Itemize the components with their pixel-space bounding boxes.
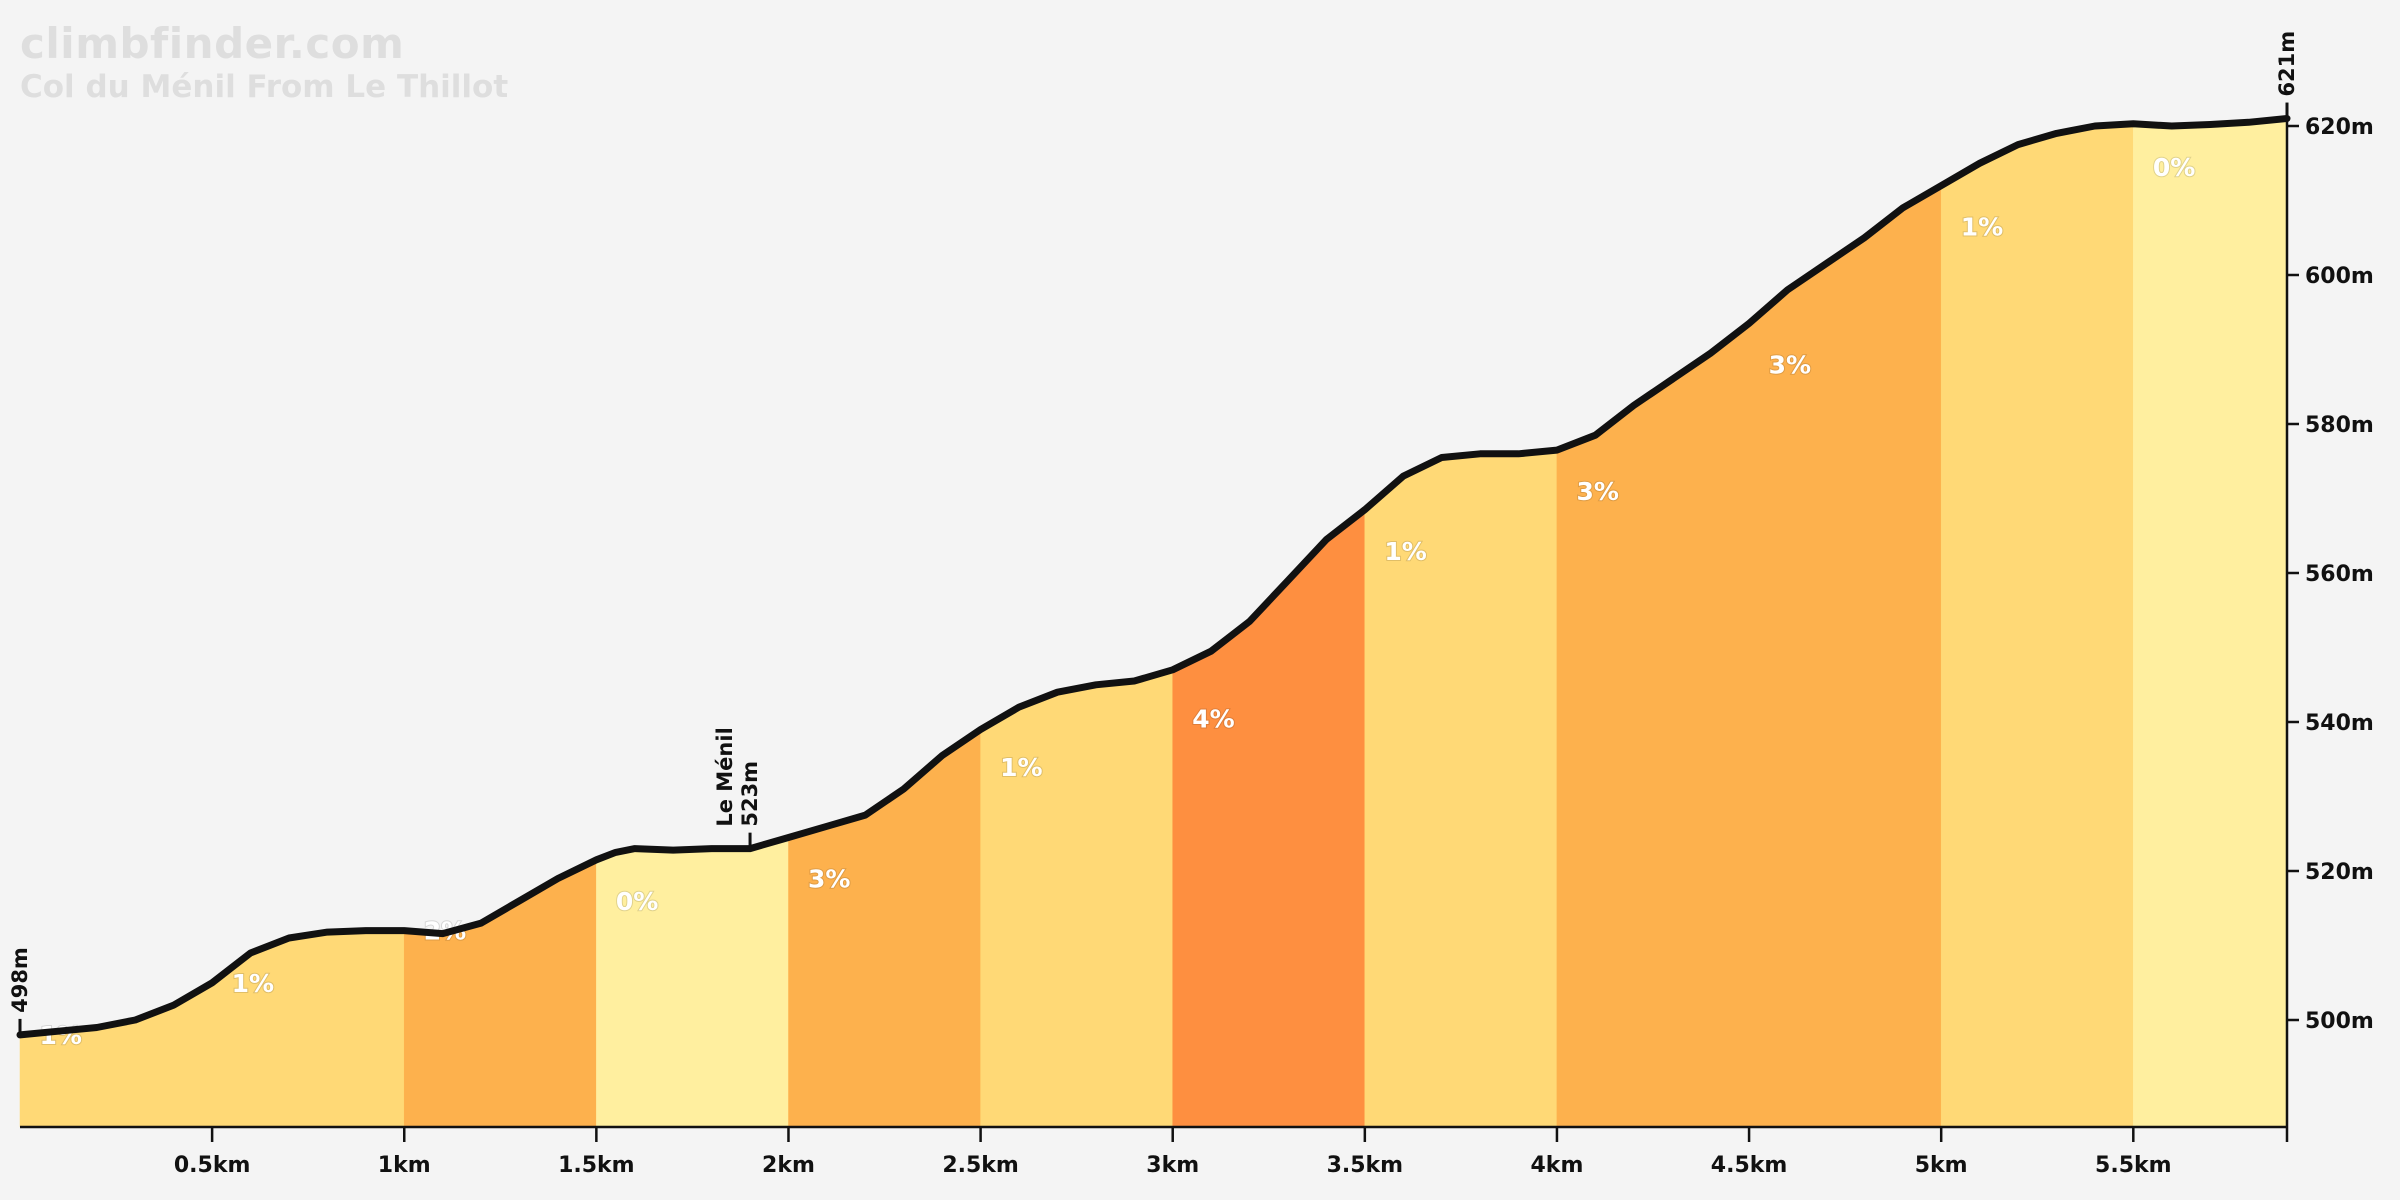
annotation-label: 621m bbox=[2275, 31, 2299, 97]
grade-label-12: 0% bbox=[2153, 153, 2195, 182]
y-tick-label: 580m bbox=[2305, 413, 2374, 438]
grade-label-8: 1% bbox=[1384, 537, 1426, 566]
y-tick-label: 560m bbox=[2305, 562, 2374, 587]
y-tick-label: 520m bbox=[2305, 860, 2374, 885]
x-tick-label: 3.5km bbox=[1327, 1153, 1404, 1178]
grade-segment-9 bbox=[1940, 123, 2134, 1128]
x-tick-label: 5.5km bbox=[2095, 1153, 2172, 1178]
x-tick-label: 0.5km bbox=[174, 1153, 251, 1178]
x-tick-label: 5km bbox=[1915, 1153, 1968, 1178]
x-tick-label: 1km bbox=[378, 1153, 431, 1178]
axes: 0.5km 1km 1.5km 2km 2.5km 3km 3.5km 4km 4.5km 5km… bbox=[20, 115, 2374, 1178]
grade-label-1: 1% bbox=[40, 1021, 82, 1050]
grade-segment-3 bbox=[596, 837, 789, 1128]
site-name: climbfinder.com bbox=[20, 19, 405, 68]
y-tick-label: 540m bbox=[2305, 711, 2374, 736]
annotation-label: Le Ménil bbox=[713, 727, 737, 826]
grade-label-10: 3% bbox=[1769, 351, 1811, 380]
grade-label-7: 4% bbox=[1192, 704, 1234, 733]
grade-segment-10 bbox=[2133, 118, 2288, 1128]
y-tick-label: 500m bbox=[2305, 1009, 2374, 1034]
climb-name: Col du Ménil From Le Thillot bbox=[20, 69, 509, 105]
grade-label-2: 1% bbox=[232, 969, 274, 998]
grade-label-6: 1% bbox=[1000, 753, 1042, 782]
x-tick-label: 2km bbox=[762, 1153, 815, 1178]
grade-segment-5 bbox=[980, 669, 1173, 1128]
grade-labels: 1%1%2%0%3%1%4%1%3%3%1%0% bbox=[39, 152, 2197, 1051]
grade-segment-4 bbox=[788, 729, 981, 1128]
y-tick-label: 620m bbox=[2305, 115, 2374, 140]
brand-header: climbfinder.com Col du Ménil From Le Thi… bbox=[20, 20, 508, 106]
x-tick-label: 1.5km bbox=[558, 1153, 635, 1178]
x-tick-label: 2.5km bbox=[942, 1153, 1019, 1178]
grade-label-9: 3% bbox=[1576, 477, 1618, 506]
y-tick-label: 600m bbox=[2305, 264, 2374, 289]
grade-label-4: 0% bbox=[616, 887, 658, 916]
profile-line-group bbox=[16, 115, 2291, 1039]
grade-segments bbox=[19, 118, 2288, 1128]
x-tick-label: 4.5km bbox=[1711, 1153, 1788, 1178]
annotation-label: 498m bbox=[8, 947, 32, 1013]
point-annotations: 498m Le Ménil 523m 621m bbox=[8, 31, 2299, 1033]
grade-label-5: 3% bbox=[808, 865, 850, 894]
x-tick-label: 3km bbox=[1146, 1153, 1199, 1178]
grade-segment-2 bbox=[403, 859, 597, 1128]
profile-line bbox=[16, 115, 2291, 1039]
x-tick-label: 4km bbox=[1531, 1153, 1584, 1178]
grade-label-11: 1% bbox=[1961, 213, 2003, 242]
annotation-label: 523m bbox=[738, 761, 762, 827]
